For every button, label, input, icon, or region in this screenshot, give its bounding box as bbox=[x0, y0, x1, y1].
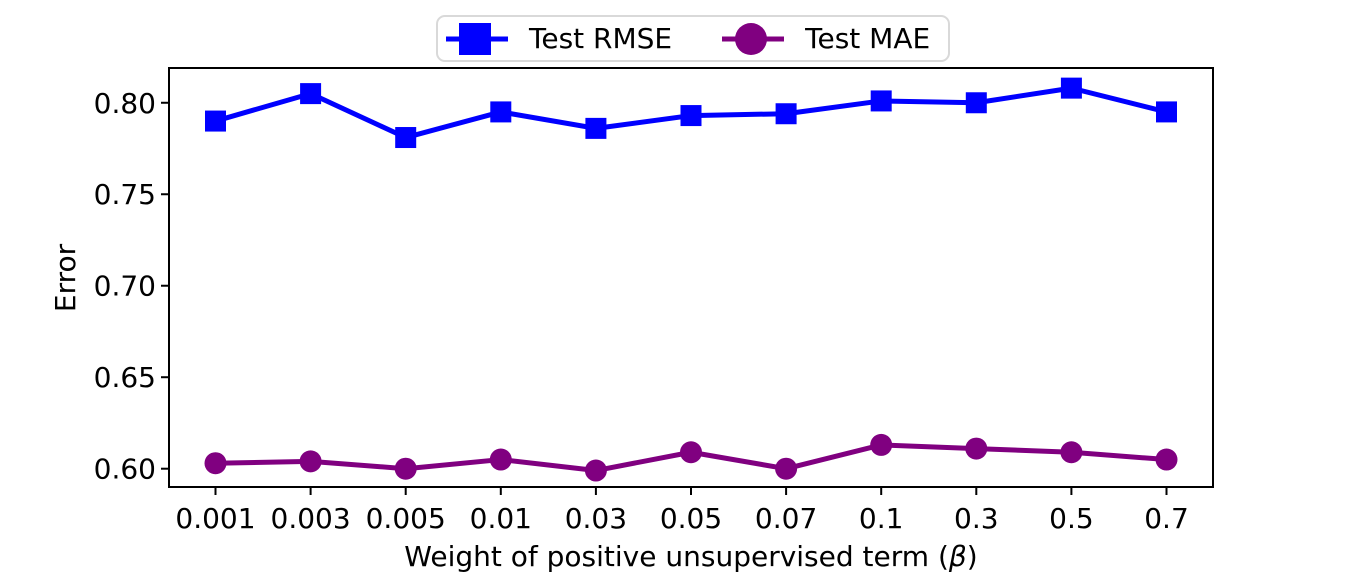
data-point-marker bbox=[965, 437, 988, 460]
data-point-marker bbox=[299, 450, 322, 473]
legend-circle-glyph bbox=[735, 22, 768, 55]
data-point-marker bbox=[1155, 448, 1178, 471]
y-tick-label: 0.60 bbox=[94, 453, 156, 486]
x-tick-label: 0.05 bbox=[660, 502, 722, 535]
x-tick-label: 0.5 bbox=[1049, 502, 1094, 535]
x-axis-label-closing-paren: ) bbox=[966, 540, 978, 573]
x-tick-label: 0.7 bbox=[1144, 502, 1189, 535]
y-axis-label: Error bbox=[49, 243, 82, 313]
data-point-marker bbox=[870, 433, 893, 456]
data-point-marker bbox=[775, 103, 797, 125]
x-tick-label: 0.07 bbox=[755, 502, 817, 535]
data-point-marker bbox=[680, 441, 702, 464]
y-tick-label: 0.75 bbox=[94, 178, 156, 211]
x-axis-label: Weight of positive unsupervised term (β) bbox=[169, 540, 1213, 574]
legend-label: Test MAE bbox=[805, 21, 931, 55]
axes-frame bbox=[168, 67, 1214, 488]
data-point-marker bbox=[1060, 77, 1082, 99]
x-tick-label: 0.03 bbox=[565, 502, 627, 535]
x-tick-label: 0.3 bbox=[954, 502, 999, 535]
legend-item-test-rmse: Test RMSE bbox=[446, 21, 672, 57]
data-point-marker bbox=[585, 117, 607, 139]
x-axis-label-text: Weight of positive unsupervised term ( bbox=[404, 540, 949, 573]
data-point-marker bbox=[584, 459, 607, 482]
x-tick-label: 0.005 bbox=[366, 502, 446, 535]
legend-item-test-mae: Test MAE bbox=[722, 21, 930, 57]
data-point-marker bbox=[204, 452, 227, 475]
x-tick-label: 0.1 bbox=[859, 502, 904, 535]
legend-circle-marker-icon bbox=[722, 22, 785, 55]
data-point-marker bbox=[394, 457, 417, 480]
data-point-marker bbox=[300, 83, 322, 105]
data-point-marker bbox=[489, 448, 512, 471]
data-point-marker bbox=[775, 457, 798, 480]
x-tick-label: 0.003 bbox=[271, 502, 351, 535]
data-point-marker bbox=[205, 110, 226, 132]
y-tick-label: 0.70 bbox=[94, 270, 156, 303]
data-point-marker bbox=[870, 90, 892, 112]
legend-square-glyph bbox=[459, 22, 491, 55]
data-point-marker bbox=[490, 101, 512, 123]
legend: Test RMSE Test MAE bbox=[436, 15, 951, 62]
data-point-marker bbox=[965, 92, 987, 114]
x-tick-label: 0.001 bbox=[175, 502, 255, 535]
legend-square-marker-icon bbox=[446, 22, 508, 55]
legend-label: Test RMSE bbox=[529, 21, 673, 55]
data-point-marker bbox=[1156, 101, 1177, 123]
y-tick-label: 0.80 bbox=[94, 87, 156, 120]
x-tick-label: 0.01 bbox=[470, 502, 532, 535]
beta-symbol: β bbox=[948, 540, 967, 573]
data-point-marker bbox=[1060, 441, 1083, 464]
data-point-marker bbox=[680, 105, 702, 127]
data-point-marker bbox=[395, 127, 417, 149]
y-tick-label: 0.65 bbox=[94, 361, 156, 394]
